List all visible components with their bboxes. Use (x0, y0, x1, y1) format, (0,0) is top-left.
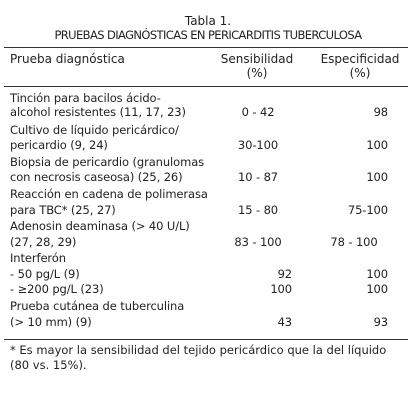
row-pcr-line2: para TBC* (25, 27) (10, 203, 116, 217)
row-tincion-line1: Tinción para bacilos ácido- (10, 91, 161, 105)
row-pcr-sensibilidad: 15 - 80 (237, 203, 279, 217)
header-sensibilidad: Sensibilidad (%) (214, 52, 300, 80)
row-interferon-sensibilidad-a: 92 (277, 267, 293, 281)
row-biopsia-line1: Biopsia de pericardio (granulomas (10, 155, 205, 169)
header-especificidad-label: Especificidad (320, 52, 400, 66)
row-interferon-especificidad-b: 100 (366, 282, 388, 296)
top-rule (4, 47, 408, 48)
row-pcr-line1: Reacción en cadena de polimerasa (10, 187, 208, 201)
row-cultivo-especificidad: 100 (366, 138, 388, 152)
header-sensibilidad-unit: (%) (246, 66, 268, 80)
row-cultivo-line1: Cultivo de líquido pericárdico/ (10, 123, 179, 137)
header-rule (4, 86, 408, 87)
header-especificidad-unit: (%) (349, 66, 371, 80)
row-interferon-especificidad-a: 100 (366, 267, 388, 281)
bottom-rule (4, 339, 408, 340)
row-interferon-line3: - ≥200 pg/L (23) (10, 282, 104, 296)
table-number: Tabla 1. (184, 14, 232, 28)
row-interferon-sensibilidad-b: 100 (270, 282, 292, 296)
header-sensibilidad-label: Sensibilidad (220, 52, 294, 66)
row-interferon-line1: Interferón (10, 251, 66, 265)
row-tuberculina-line1: Prueba cutánea de tuberculina (10, 299, 185, 313)
row-pcr-especificidad: 75-100 (347, 203, 388, 217)
row-tincion-line2: alcohol resistentes (11, 17, 23) (10, 105, 186, 119)
row-tuberculina-especificidad: 93 (373, 315, 389, 329)
header-especificidad: Especificidad (%) (312, 52, 408, 80)
row-ada-sensibilidad: 83 - 100 (234, 235, 282, 249)
table-title: PRUEBAS DIAGNÓSTICAS EN PERICARDITIS TUB… (54, 28, 362, 42)
row-ada-line1: Adenosin deaminasa (> 40 U/L) (10, 219, 190, 233)
row-tincion-especificidad: 98 (373, 105, 389, 119)
row-ada-especificidad: 78 - 100 (330, 235, 378, 249)
row-biopsia-especificidad: 100 (366, 170, 388, 184)
row-biopsia-sensibilidad: 10 - 87 (237, 170, 279, 184)
row-biopsia-line2: con necrosis caseosa) (25, 26) (10, 170, 183, 184)
row-tuberculina-line2: (> 10 mm) (9) (10, 315, 92, 329)
row-ada-line2: (27, 28, 29) (10, 235, 77, 249)
table-footnote: * Es mayor la sensibilidad del tejido pe… (10, 343, 387, 372)
row-tuberculina-sensibilidad: 43 (277, 315, 293, 329)
row-tincion-sensibilidad: 0 - 42 (241, 105, 275, 119)
row-cultivo-sensibilidad: 30-100 (237, 138, 279, 152)
row-cultivo-line2: pericardio (9, 24) (10, 138, 108, 152)
header-prueba: Prueba diagnóstica (10, 52, 125, 66)
row-interferon-line2: - 50 pg/L (9) (10, 267, 80, 281)
